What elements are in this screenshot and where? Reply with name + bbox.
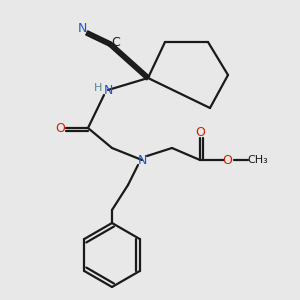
Text: O: O (55, 122, 65, 134)
Text: N: N (77, 22, 87, 34)
Text: O: O (222, 154, 232, 166)
Text: CH₃: CH₃ (248, 155, 268, 165)
Text: H: H (94, 83, 102, 93)
Text: N: N (103, 83, 113, 97)
Text: C: C (112, 35, 120, 49)
Text: O: O (195, 127, 205, 140)
Text: N: N (137, 154, 147, 166)
